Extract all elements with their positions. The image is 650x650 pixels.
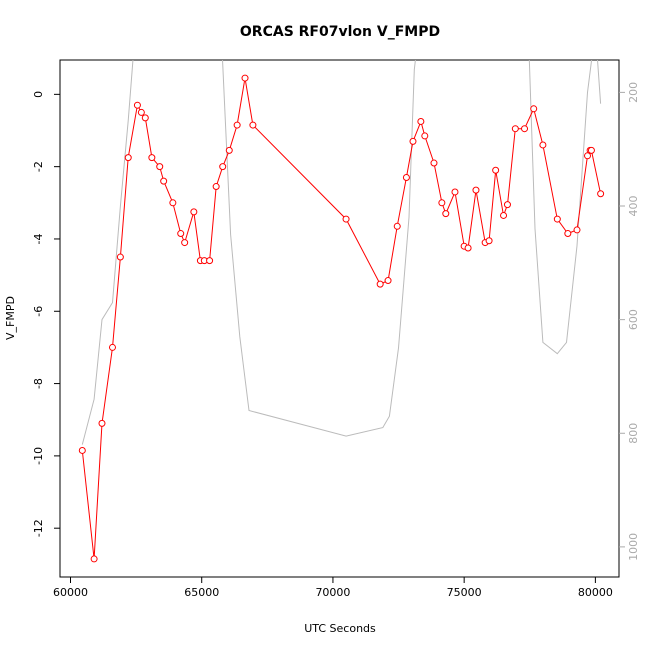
primary-series-line	[81, 78, 602, 559]
y-tick-label: -12	[32, 519, 45, 537]
right-tick-label: 400	[627, 196, 640, 217]
data-point	[485, 237, 493, 245]
x-tick-label: 75000	[447, 586, 482, 599]
data-point	[464, 244, 472, 252]
right-tick-label: 200	[627, 82, 640, 103]
data-point	[137, 108, 145, 116]
data-point	[133, 101, 141, 109]
data-point	[393, 222, 401, 230]
data-point	[177, 230, 185, 238]
y-tick-label: -6	[32, 306, 45, 317]
right-tick-label: 800	[627, 423, 640, 444]
y-tick-label: -8	[32, 378, 45, 389]
y-axis-label: V_FMPD	[4, 296, 17, 340]
data-point	[212, 183, 220, 191]
data-point	[438, 199, 446, 207]
data-point	[409, 137, 417, 145]
x-tick-label: 80000	[578, 586, 613, 599]
data-point	[78, 446, 86, 454]
data-point	[500, 211, 508, 219]
data-point	[98, 419, 106, 427]
data-point	[124, 154, 132, 162]
secondary-series-line	[81, 60, 602, 445]
x-axis: 60000 65000 70000 75000 80000	[53, 577, 613, 599]
data-point	[225, 146, 233, 154]
y-tick-label: -2	[32, 161, 45, 172]
data-point	[169, 199, 177, 207]
data-point	[181, 239, 189, 247]
plot-frame	[59, 59, 620, 578]
data-point	[573, 226, 581, 234]
data-point	[90, 555, 98, 563]
data-point	[241, 74, 249, 82]
data-point	[553, 215, 561, 223]
data-point	[417, 117, 425, 125]
data-point	[148, 154, 156, 162]
data-point	[190, 208, 198, 216]
x-tick-label: 60000	[53, 586, 88, 599]
y-tick-label: 0	[32, 91, 45, 98]
data-point	[376, 280, 384, 288]
series-layer	[81, 60, 602, 559]
data-point	[402, 174, 410, 181]
data-point	[503, 201, 511, 209]
data-point	[430, 159, 438, 167]
data-point	[156, 163, 164, 171]
right-tick-label: 600	[627, 309, 640, 330]
data-point	[492, 166, 500, 174]
data-point	[108, 343, 116, 351]
y-tick-label: -4	[32, 233, 45, 244]
chart-title: ORCAS RF07vlon V_FMPD	[240, 24, 440, 40]
x-tick-label: 65000	[184, 586, 219, 599]
data-point	[342, 215, 350, 223]
data-point	[421, 132, 429, 140]
data-point	[116, 253, 124, 261]
right-axis: 1000 800 600 400 200	[619, 82, 640, 561]
data-point	[530, 105, 538, 113]
x-tick-label: 70000	[315, 586, 350, 599]
x-axis-label: UTC Seconds	[304, 622, 376, 635]
data-point	[233, 121, 241, 129]
data-point	[249, 121, 257, 129]
data-point	[521, 125, 529, 133]
y-tick-label: -10	[32, 447, 45, 465]
data-point	[597, 190, 605, 198]
data-point	[511, 125, 519, 133]
data-point	[472, 186, 480, 194]
data-point	[219, 163, 227, 171]
data-point	[587, 146, 595, 154]
marker-layer	[78, 74, 605, 563]
data-point	[539, 141, 547, 149]
data-point	[206, 257, 214, 265]
right-tick-label: 1000	[627, 533, 640, 561]
y-axis: -12 -10 -8 -6 -4 -2 0	[32, 91, 60, 537]
data-point	[564, 230, 572, 238]
data-point	[584, 152, 592, 160]
data-point	[384, 277, 392, 285]
data-point	[141, 114, 149, 122]
data-point	[160, 177, 168, 185]
data-point	[442, 210, 450, 218]
data-point	[451, 188, 459, 196]
